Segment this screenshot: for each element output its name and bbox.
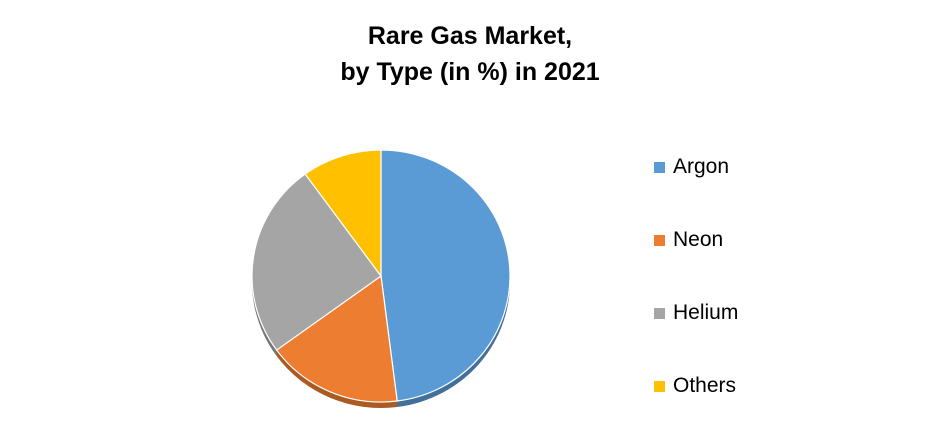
legend-swatch-neon [654,234,665,246]
legend-label-others: Others [673,374,737,397]
legend-label-helium: Helium [673,301,739,324]
legend-item-others: Others [654,369,736,403]
legend-label-neon: Neon [673,228,724,251]
chart-title-line-1: Rare Gas Market, [367,22,573,50]
legend-item-argon: Argon [654,150,729,184]
legend-swatch-others [654,380,665,392]
chart-title-line-2: by Type (in %) in 2021 [340,58,600,86]
legend-item-helium: Helium [654,296,738,330]
legend-swatch-argon [654,161,665,173]
chart-title: Rare Gas Market, by Type (in %) in 2021 [0,18,940,90]
legend-label-argon: Argon [673,155,730,178]
pie-slice-argon [380,149,511,402]
pie-slice-others [304,149,382,277]
legend-item-neon: Neon [654,223,723,257]
pie-slice-neon [276,275,398,403]
legend-swatch-helium [654,307,665,319]
pie-slice-helium [251,173,382,351]
